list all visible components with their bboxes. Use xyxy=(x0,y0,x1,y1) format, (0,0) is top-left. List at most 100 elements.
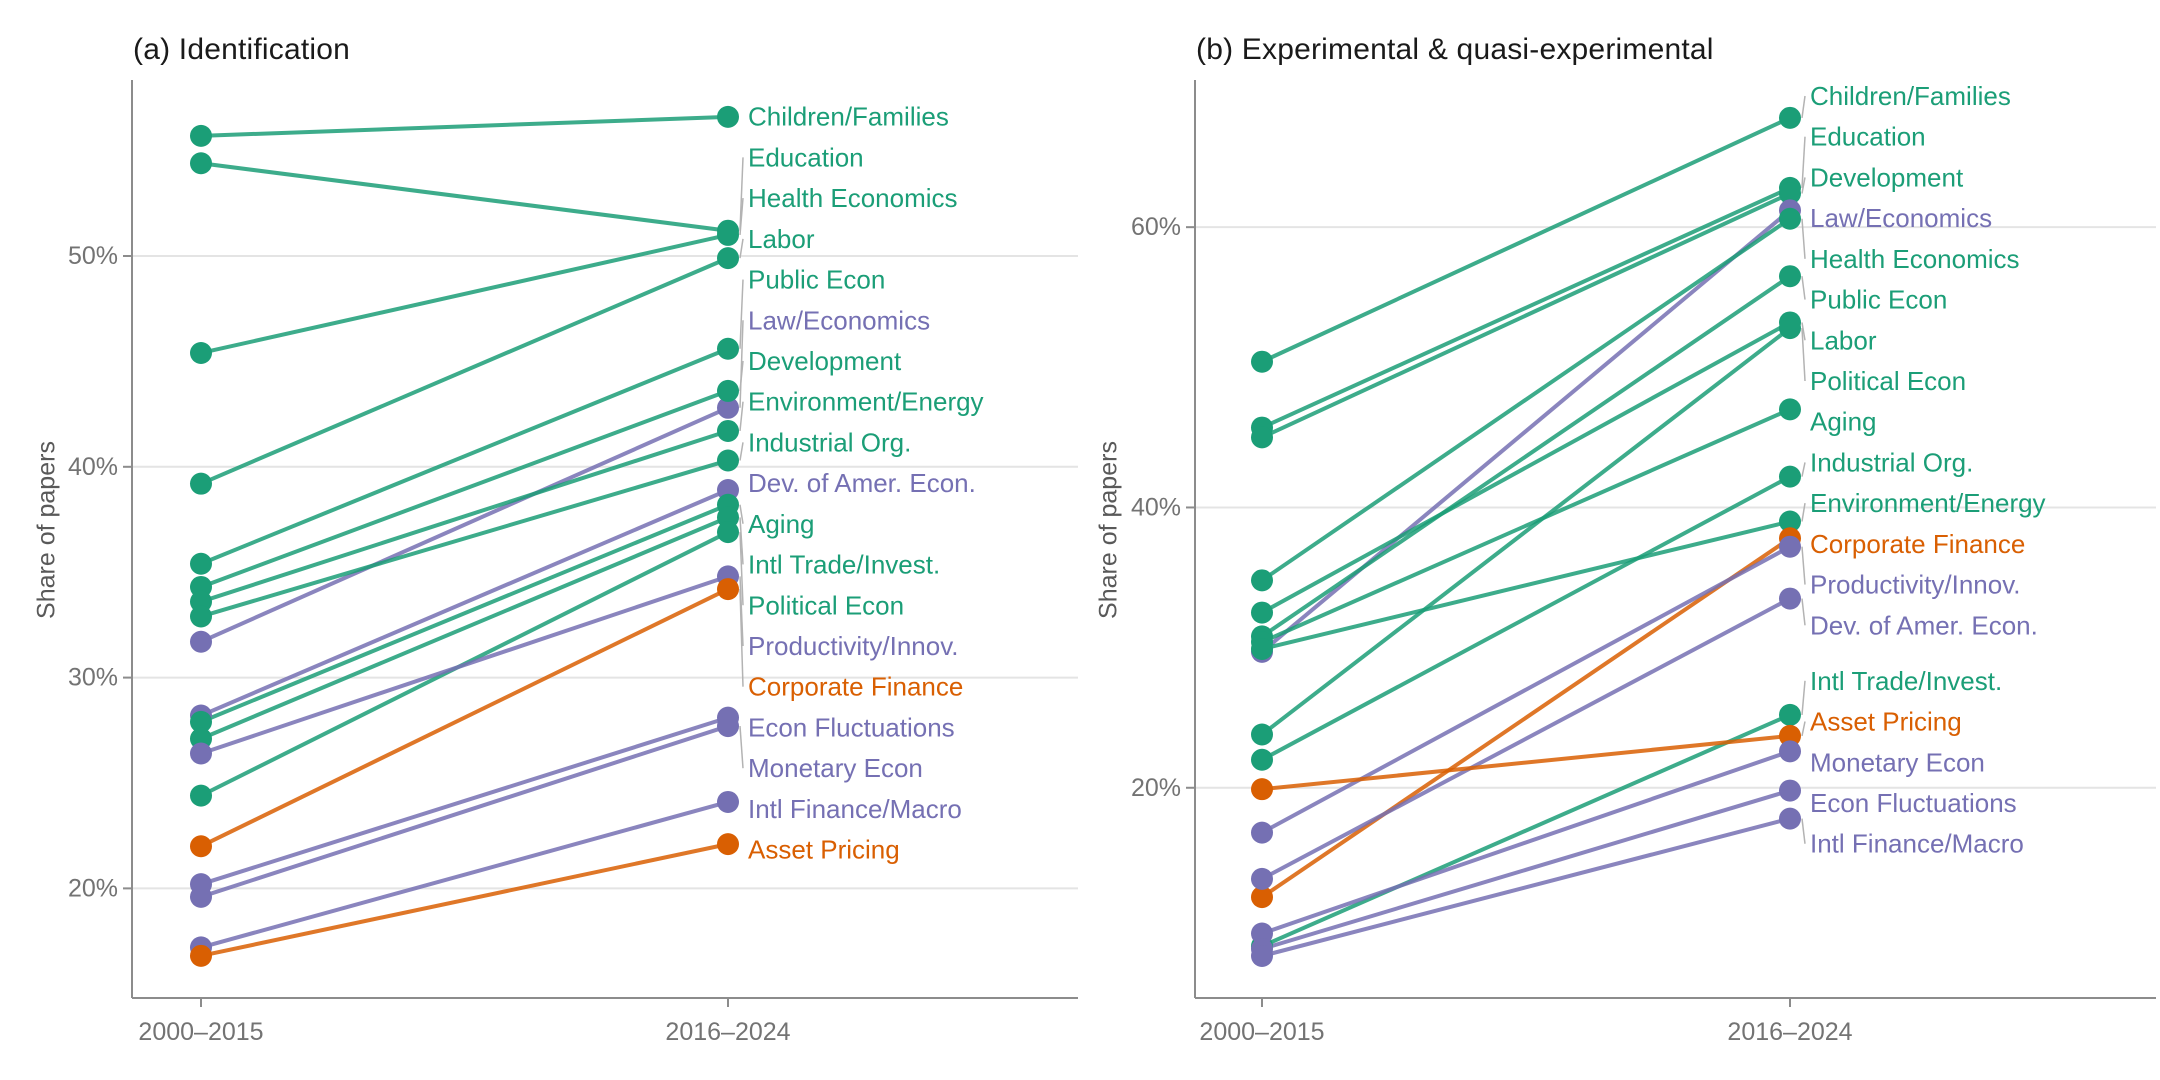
series-dot-end xyxy=(1779,510,1801,533)
series-dot-start xyxy=(1251,886,1273,909)
x-tick-label: 2016–2024 xyxy=(1727,1018,1852,1046)
label-leader-line xyxy=(1801,680,1806,715)
label-leader-line xyxy=(739,504,744,524)
series-dot-end xyxy=(1779,317,1801,340)
label-leader-line xyxy=(1801,322,1806,341)
series-dot-end xyxy=(1779,207,1801,230)
label-leader-line xyxy=(1801,328,1806,382)
series-dot-end xyxy=(717,337,739,360)
label-leader-line xyxy=(1801,598,1806,626)
label-leader-line xyxy=(739,576,744,647)
series-line xyxy=(1261,733,1791,792)
series-dot-start xyxy=(190,710,212,733)
series-line xyxy=(1261,191,1791,440)
series-label: Intl Finance/Macro xyxy=(1810,829,2024,859)
series-line xyxy=(200,724,729,899)
series-line xyxy=(1261,116,1791,364)
series-dot-end xyxy=(717,396,739,419)
x-tick-label: 2016–2024 xyxy=(665,1018,790,1046)
series-line xyxy=(1261,788,1791,951)
label-leader-line xyxy=(739,198,744,235)
series-line xyxy=(1260,217,1792,582)
series-dot-end xyxy=(717,379,739,402)
label-leader-line xyxy=(1801,462,1806,477)
series-dot-end xyxy=(717,715,739,738)
series-label: Monetary Econ xyxy=(748,753,923,783)
series-label: Asset Pricing xyxy=(1810,706,1962,736)
label-leader-line xyxy=(1801,136,1806,188)
series-line xyxy=(200,389,729,589)
y-tick-label: 30% xyxy=(68,664,118,692)
series-label: Aging xyxy=(1810,407,1877,437)
label-leader-line xyxy=(739,401,744,432)
series-dot-end xyxy=(1779,182,1801,205)
series-line xyxy=(200,488,729,718)
series-line xyxy=(200,114,729,138)
series-dot-start xyxy=(1251,426,1273,449)
series-line xyxy=(1260,274,1792,639)
series-label: Children/Families xyxy=(1810,81,2011,111)
series-line xyxy=(200,346,729,566)
y-tick-label: 20% xyxy=(68,874,118,902)
series-dot-start xyxy=(190,944,212,967)
panel-b-title: (b) Experimental & quasi-experimental xyxy=(1196,33,1714,66)
series-line xyxy=(1261,186,1791,430)
series-label: Education xyxy=(1810,122,1926,152)
label-leader-line xyxy=(739,320,744,408)
series-dot-end xyxy=(1779,535,1801,558)
series-label: Monetary Econ xyxy=(1810,747,1985,777)
label-leader-line xyxy=(1801,546,1806,585)
series-label: Labor xyxy=(1810,325,1877,355)
series-label: Dev. of Amer. Econ. xyxy=(1810,610,2038,640)
series-line xyxy=(1261,519,1791,651)
y-tick-label: 50% xyxy=(68,242,118,270)
series-line xyxy=(1261,713,1791,948)
label-leader-line xyxy=(739,442,744,461)
series-dot-end xyxy=(1779,106,1801,129)
label-leader-line xyxy=(739,238,744,259)
y-tick-label: 60% xyxy=(1131,213,1181,241)
series-line xyxy=(1261,474,1791,762)
series-dot-start xyxy=(190,784,212,807)
label-leader-line xyxy=(739,517,744,565)
label-leader-line xyxy=(1801,503,1806,522)
series-dot-start xyxy=(190,742,212,765)
series-line xyxy=(200,800,729,950)
series-dot-end xyxy=(717,223,739,246)
series-line xyxy=(200,574,729,756)
series-dot-end xyxy=(1779,703,1801,726)
series-dot-start xyxy=(1251,944,1273,967)
series-dot-start xyxy=(190,341,212,364)
series-label: Health Economics xyxy=(1810,244,2020,274)
series-label: Industrial Org. xyxy=(748,427,911,457)
series-dot-end xyxy=(717,419,739,442)
series-dot-start xyxy=(190,152,212,175)
series-line xyxy=(200,515,729,741)
series-dot-start xyxy=(1251,601,1273,624)
series-dot-end xyxy=(717,105,739,128)
series-label: Industrial Org. xyxy=(1810,447,1973,477)
y-tick-label: 20% xyxy=(1131,774,1181,802)
series-line xyxy=(200,161,729,233)
series-label: Environment/Energy xyxy=(1810,488,2046,518)
series-label: Law/Economics xyxy=(1810,203,1992,233)
series-dot-start xyxy=(1251,350,1273,373)
series-line xyxy=(1261,544,1791,835)
label-leader-line xyxy=(1801,276,1806,300)
series-dot-start xyxy=(1251,778,1273,801)
series-label: Children/Families xyxy=(748,102,949,132)
series-label: Development xyxy=(1810,162,1964,192)
series-label: Environment/Energy xyxy=(748,387,984,417)
label-leader-line xyxy=(1801,218,1806,259)
series-label: Public Econ xyxy=(1810,285,1947,315)
series-dot-start xyxy=(1251,867,1273,890)
series-dot-start xyxy=(190,124,212,147)
series-dot-end xyxy=(1779,779,1801,802)
series-label: Law/Economics xyxy=(748,305,930,335)
series-dot-start xyxy=(190,835,212,858)
series-dot-start xyxy=(190,605,212,628)
label-leader-line xyxy=(739,532,744,606)
series-dot-start xyxy=(190,552,212,575)
